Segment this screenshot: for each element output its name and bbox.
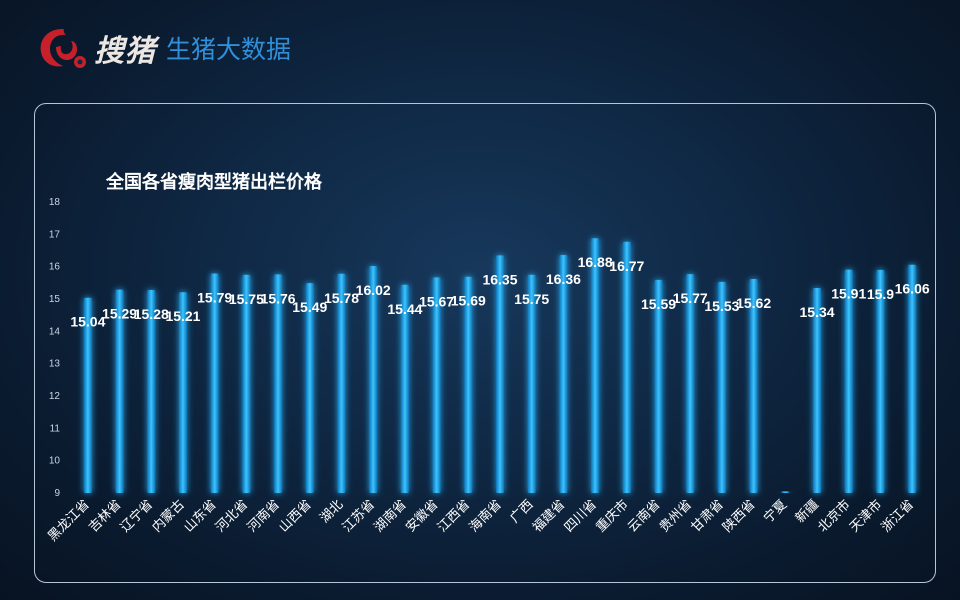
chart-title: 全国各省瘦肉型猪出栏价格: [106, 172, 322, 193]
x-tick-label: 安徽省: [403, 497, 441, 535]
x-tick-label: 北京市: [815, 497, 854, 536]
bar: [400, 284, 409, 493]
bar: [147, 289, 156, 493]
data-label: 16.06: [895, 281, 930, 297]
bar: [527, 274, 536, 493]
bar: [876, 269, 885, 493]
bar: [369, 266, 378, 493]
bar: [591, 238, 600, 493]
x-tick-label: 福建省: [530, 497, 568, 535]
y-axis: 9 10 11 12 13 14 15 16 17 18: [49, 197, 61, 499]
data-label: 16.02: [356, 282, 391, 298]
data-label: 15.9: [867, 286, 894, 302]
data-label: 15.62: [736, 295, 771, 311]
y-tick-label: 18: [49, 197, 61, 208]
data-labels: 15.0415.2915.2815.2115.7915.7515.7615.49…: [70, 254, 930, 329]
x-tick-label: 湖南省: [371, 497, 410, 536]
x-tick-label: 甘肃省: [689, 497, 727, 535]
bar: [622, 241, 631, 493]
x-tick-label: 江西省: [435, 497, 473, 535]
data-label: 15.29: [102, 306, 137, 322]
bar-series: [83, 238, 917, 493]
data-label: 16.35: [482, 271, 517, 287]
data-label: 15.04: [70, 314, 105, 330]
bar: [844, 269, 853, 493]
bar: [686, 274, 695, 493]
data-label: 15.67: [419, 293, 454, 309]
bar: [83, 297, 92, 493]
y-tick-label: 12: [49, 391, 61, 402]
bar: [337, 273, 346, 493]
data-label: 15.69: [451, 293, 486, 309]
data-label: 15.76: [261, 290, 296, 306]
x-tick-label: 山西省: [276, 497, 314, 535]
data-label: 16.88: [578, 254, 613, 270]
x-tick-label: 宁夏: [760, 497, 790, 527]
data-label: 15.75: [514, 291, 549, 307]
bar: [749, 278, 758, 493]
x-tick-label: 天津市: [846, 497, 885, 536]
data-label: 15.34: [800, 304, 835, 320]
x-tick-label: 吉林省: [86, 497, 124, 535]
x-tick-label: 陕西省: [720, 497, 758, 535]
x-tick-label: 江苏省: [339, 497, 378, 536]
x-tick-label: 四川省: [562, 497, 600, 535]
x-tick-label: 黑龙江省: [45, 497, 92, 544]
sousou-logo-icon: [40, 29, 86, 68]
x-tick-label: 浙江省: [879, 497, 917, 535]
bar: [464, 276, 473, 493]
bar: [115, 289, 124, 493]
bar: [559, 255, 568, 493]
x-tick-label: 贵州省: [657, 497, 695, 535]
y-tick-label: 16: [49, 262, 61, 273]
y-tick-label: 10: [49, 456, 61, 467]
bar: [178, 292, 187, 493]
data-label: 15.53: [704, 298, 739, 314]
data-label: 16.77: [609, 258, 644, 274]
x-tick-label: 重庆市: [593, 497, 632, 536]
brand-name: 搜猪: [94, 34, 156, 69]
bar: [717, 281, 726, 493]
bar: [908, 264, 917, 493]
bar: [496, 255, 504, 493]
data-label: 15.44: [387, 301, 422, 317]
bar: [274, 274, 283, 493]
data-label: 15.28: [134, 306, 169, 322]
bar: [242, 274, 251, 493]
y-tick-label: 14: [49, 326, 61, 337]
bar: [654, 279, 663, 493]
data-label: 16.36: [546, 271, 581, 287]
bar: [432, 277, 441, 493]
x-tick-label: 山东省: [181, 497, 219, 535]
bar: [305, 283, 314, 493]
data-label: 15.59: [641, 296, 676, 312]
x-tick-label: 内蒙古: [149, 497, 188, 536]
data-label: 15.75: [229, 291, 264, 307]
data-label: 15.79: [197, 289, 232, 305]
y-tick-label: 15: [49, 294, 61, 305]
data-label: 15.91: [831, 286, 866, 302]
y-tick-label: 11: [50, 423, 61, 434]
x-tick-label: 辽宁省: [117, 497, 156, 536]
bar: [781, 491, 790, 493]
data-label: 15.21: [165, 308, 200, 324]
y-tick-label: 9: [54, 488, 60, 499]
brand-header: 搜猪 生猪大数据: [36, 24, 291, 72]
x-tick-label: 海南省: [466, 497, 505, 536]
x-tick-label: 河南省: [244, 497, 283, 536]
bar: [210, 273, 219, 493]
bar: [813, 288, 822, 493]
x-tick-label: 河北省: [213, 497, 251, 535]
data-label: 15.78: [324, 290, 359, 306]
data-label: 15.49: [292, 299, 327, 315]
chart-panel: [34, 103, 936, 583]
data-label: 15.77: [673, 290, 708, 306]
brand-subtitle: 生猪大数据: [166, 35, 292, 64]
x-tick-label: 云南省: [624, 497, 663, 536]
y-tick-label: 17: [49, 229, 61, 240]
y-tick-label: 13: [49, 359, 61, 370]
